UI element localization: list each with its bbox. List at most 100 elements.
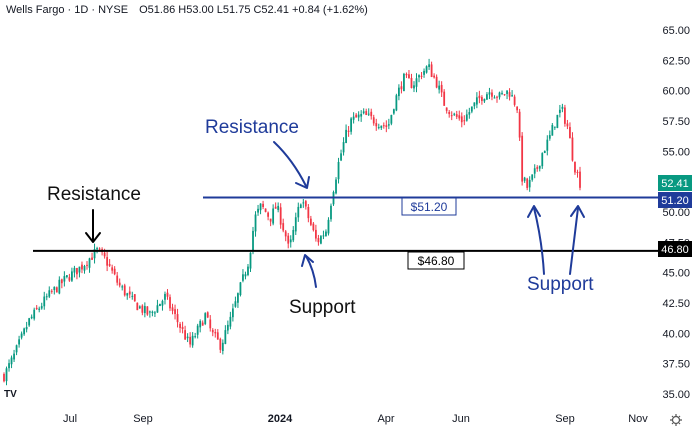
candle-body (475, 97, 478, 105)
candle-body (408, 74, 410, 79)
candle-body (274, 206, 277, 209)
support-resistance-levels (33, 196, 658, 252)
candle-body (551, 125, 554, 136)
candle-body (340, 153, 342, 161)
candle-body (58, 279, 61, 294)
candle-body (249, 252, 252, 269)
candle-body (571, 137, 574, 161)
candle-body (20, 333, 23, 338)
candle-body (50, 290, 53, 292)
annotation-arrows (85, 141, 585, 288)
candle-body (440, 84, 443, 93)
candle-body (327, 219, 330, 234)
x-tick-label: Jul (63, 413, 77, 425)
candle-body (176, 314, 179, 323)
candle-body (498, 92, 501, 98)
candle-body (40, 306, 43, 309)
candle-body (314, 229, 317, 239)
candle-body (151, 311, 154, 313)
candle-body (224, 330, 227, 344)
candle-body (347, 130, 350, 132)
candle-body (284, 231, 287, 237)
candle-body (13, 353, 15, 360)
candle-body (269, 218, 272, 222)
candle-body (438, 85, 441, 90)
x-tick-label: Sep (133, 413, 153, 425)
candle-body (556, 114, 559, 128)
candle-body (491, 92, 493, 97)
candle-body (536, 167, 539, 169)
candle-body (486, 94, 488, 100)
candle-body (304, 201, 307, 207)
candle-body (463, 120, 466, 122)
candle-body (126, 293, 129, 296)
candle-body (63, 276, 66, 282)
candle-body (78, 266, 81, 273)
candle-body (352, 116, 355, 120)
candle-body (103, 252, 106, 257)
candle-body (357, 114, 360, 118)
candle-body (219, 338, 222, 350)
candle-body (68, 277, 71, 281)
candle-body (516, 106, 519, 111)
symbol-title: Wells Fargo · 1D · NYSE (6, 4, 129, 16)
candle-body (574, 161, 576, 173)
candle-body (18, 339, 20, 345)
candle-body (355, 114, 358, 118)
candle-body (342, 142, 345, 153)
candle-body (478, 95, 481, 99)
candle-body (257, 208, 259, 213)
candle-body (35, 307, 38, 310)
candle-body (506, 90, 508, 94)
candle-body (214, 332, 217, 334)
candle-body (330, 205, 332, 220)
x-tick-label: Jun (452, 413, 470, 425)
candle-body (465, 114, 468, 121)
candle-body (292, 229, 295, 241)
candle-body (430, 64, 433, 77)
candle-body (513, 96, 516, 105)
candle-body (23, 328, 26, 335)
candle-body (508, 92, 511, 97)
candle-body (468, 112, 471, 115)
candle-body (307, 206, 310, 219)
candle-body (45, 296, 48, 298)
candle-body (184, 330, 187, 340)
candle-body (30, 316, 33, 319)
candle-body (435, 76, 438, 88)
candle-body (569, 127, 571, 139)
candle-body (15, 345, 18, 353)
level-label-46-80: $46.80 (418, 254, 455, 268)
candle-body (488, 92, 491, 95)
candle-body (299, 204, 302, 209)
y-tick-label: 57.50 (662, 116, 690, 128)
candle-body (443, 91, 446, 106)
candle-body (148, 311, 151, 313)
candle-body (242, 274, 244, 281)
candle-body (322, 235, 325, 237)
candle-body (81, 264, 83, 270)
candle-body (181, 326, 184, 330)
y-tick-label: 55.00 (662, 146, 690, 158)
candle-body (297, 206, 300, 218)
candle-body (123, 285, 126, 296)
candle-body (397, 87, 400, 97)
candle-body (186, 336, 189, 339)
candle-body (209, 319, 212, 329)
candle-body (254, 214, 257, 232)
arrow-resistance-right (273, 141, 310, 189)
candle-body (390, 114, 393, 124)
settings-gear-icon[interactable] (670, 414, 682, 426)
candle-body (448, 111, 451, 115)
candle-body (418, 75, 420, 78)
candle-body (156, 305, 159, 313)
candle-body (91, 257, 93, 260)
candle-body (335, 179, 337, 194)
candle-body (392, 109, 395, 114)
candle-body (10, 357, 13, 365)
candle-body (287, 235, 290, 244)
candle-body (141, 305, 144, 313)
x-tick-label: Sep (555, 413, 575, 425)
candle-body (294, 217, 297, 232)
